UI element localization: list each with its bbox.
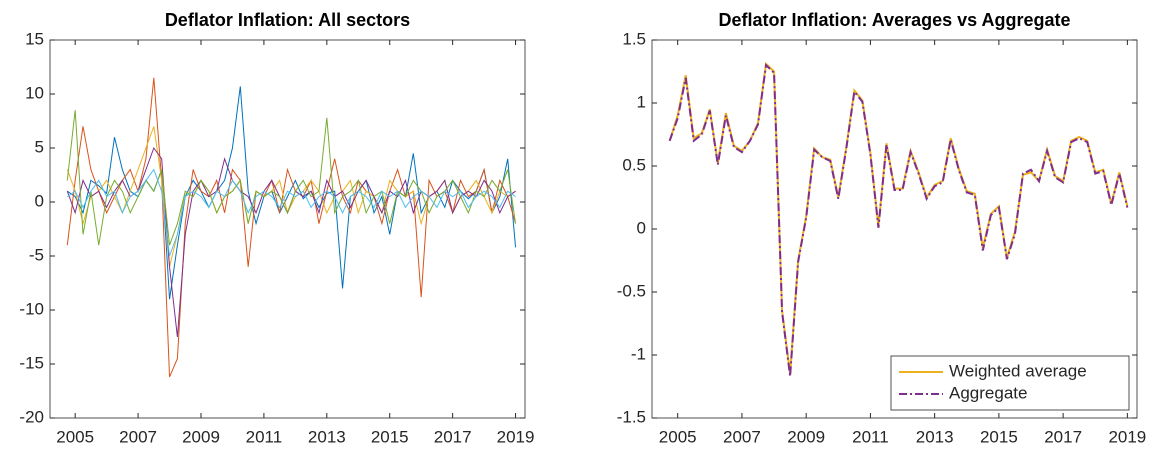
y-tick-label: 10 (25, 83, 44, 102)
y-tick-label: -1.5 (617, 407, 646, 426)
y-tick-label: 0 (637, 218, 646, 237)
x-tick-label: 2013 (916, 427, 954, 446)
x-tick-label: 2011 (852, 427, 889, 446)
y-tick-label: 1.5 (622, 29, 646, 48)
x-tick-label: 2007 (119, 427, 157, 446)
series-line (668, 63, 1129, 377)
y-tick-label: 0 (35, 191, 44, 210)
legend-label: Aggregate (949, 383, 1027, 402)
series-line (67, 168, 516, 257)
chart-title: Deflator Inflation: All sectors (165, 10, 410, 30)
x-tick-label: 2009 (787, 427, 825, 446)
x-tick-label: 2015 (371, 427, 409, 446)
x-tick-label: 2005 (659, 427, 697, 446)
y-tick-label: 0.5 (622, 155, 646, 174)
x-tick-label: 2009 (182, 427, 220, 446)
series-line (668, 61, 1129, 375)
y-tick-label: -5 (29, 245, 44, 264)
y-tick-label: -15 (19, 353, 44, 372)
x-tick-label: 2017 (1044, 427, 1082, 446)
x-tick-label: 2013 (308, 427, 346, 446)
y-tick-label: 15 (25, 29, 44, 48)
y-tick-label: -1 (631, 344, 646, 363)
x-tick-label: 2017 (434, 427, 472, 446)
series-line (66, 110, 517, 246)
x-tick-label: 2015 (980, 427, 1018, 446)
y-tick-label: 1 (637, 92, 646, 111)
y-tick-label: 5 (35, 137, 44, 156)
x-tick-label: 2007 (723, 427, 761, 446)
y-tick-label: -20 (19, 407, 44, 426)
legend-box (890, 355, 1130, 411)
y-tick-label: -0.5 (617, 281, 646, 300)
axes-box (49, 39, 526, 419)
x-tick-label: 2005 (56, 427, 94, 446)
chart-title: Deflator Inflation: Averages vs Aggregat… (718, 10, 1070, 30)
x-tick-label: 2019 (497, 427, 535, 446)
x-tick-label: 2011 (246, 427, 283, 446)
y-tick-label: -10 (19, 299, 44, 318)
x-tick-label: 2019 (1108, 427, 1146, 446)
legend-label: Weighted average (949, 361, 1087, 380)
